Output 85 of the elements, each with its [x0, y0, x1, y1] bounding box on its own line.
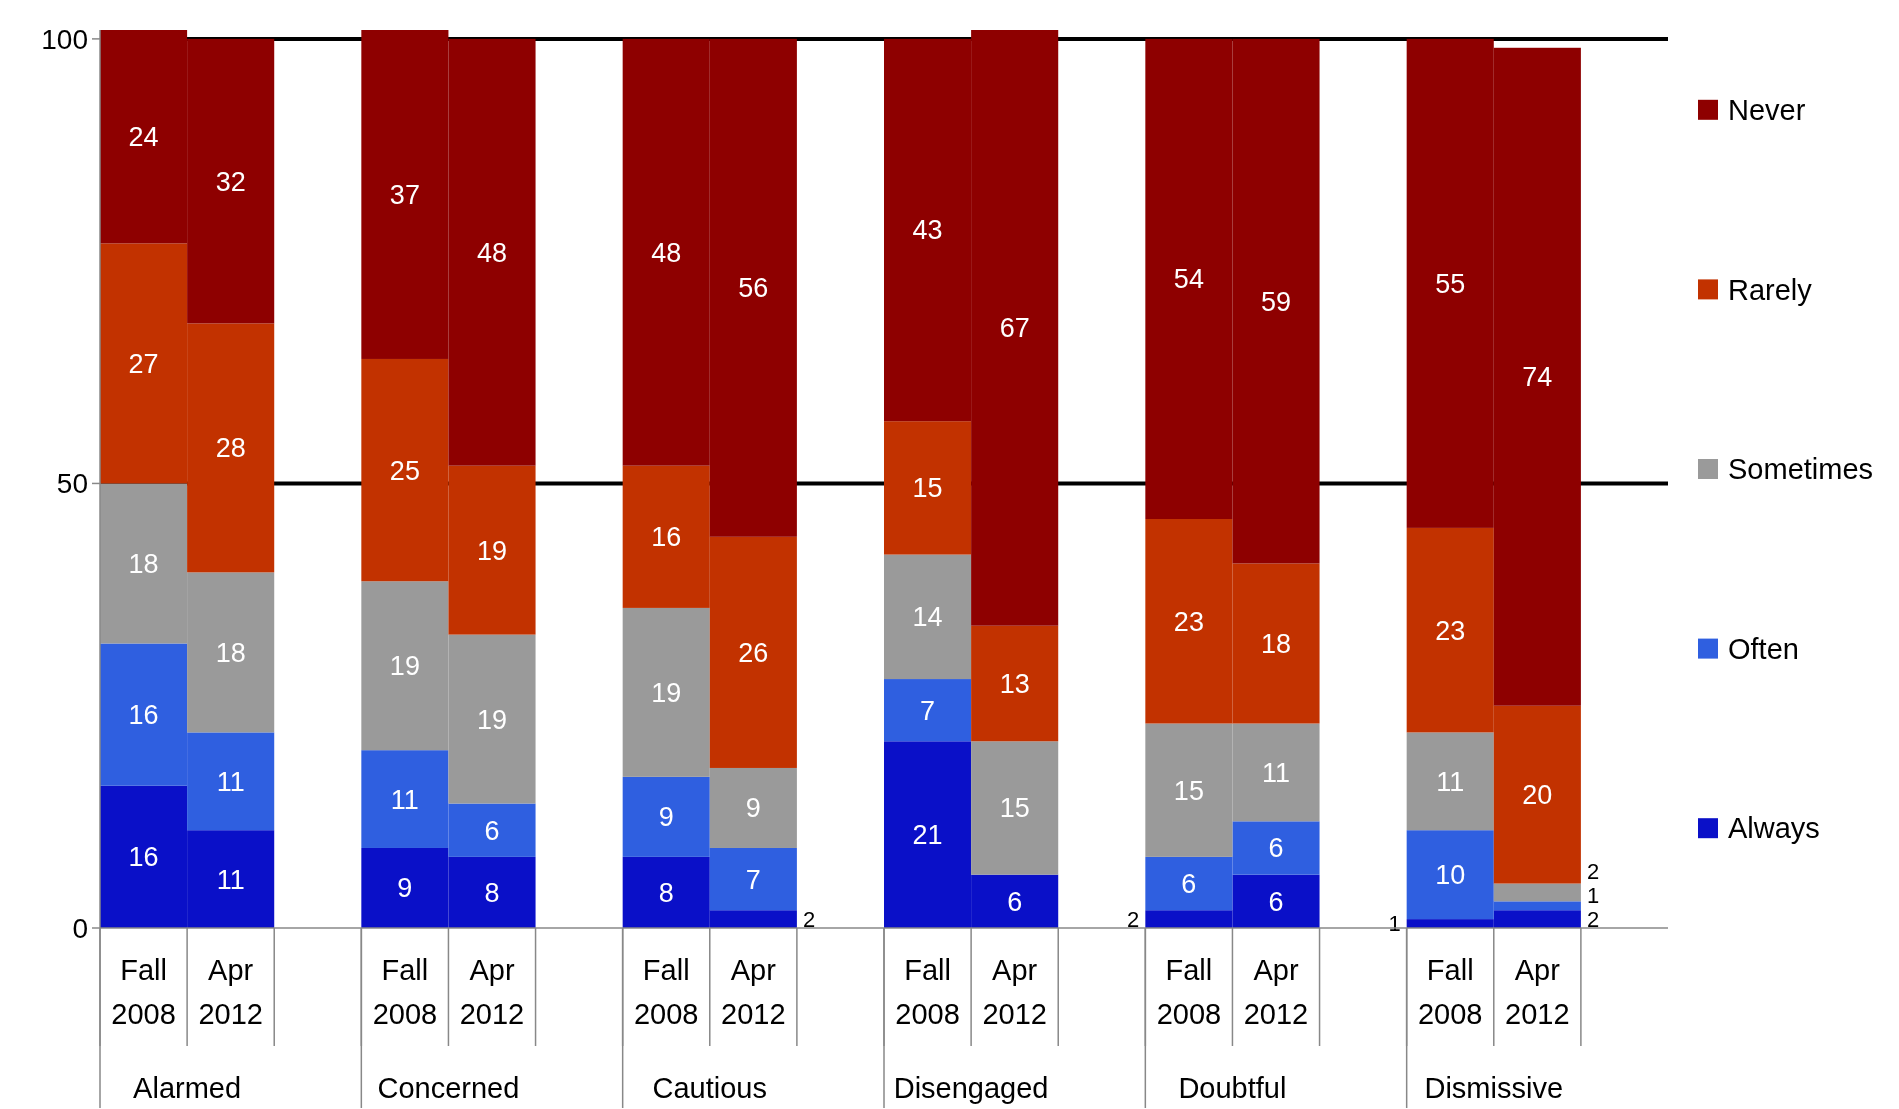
data-label: 16 [128, 700, 159, 731]
data-label: 48 [476, 237, 508, 268]
x-tick-label: Fall 2008 [372, 954, 438, 1030]
legend-label: Rarely [1728, 273, 1813, 306]
x-tick-label: Fall 2008 [895, 954, 960, 1030]
data-label: 15 [999, 793, 1030, 824]
data-label: 1 [1586, 882, 1600, 908]
data-label: 8 [484, 877, 500, 908]
x-tick-label: Apr 2012 [982, 954, 1047, 1030]
legend-label: Sometimes [1728, 453, 1874, 486]
data-label: 14 [912, 602, 943, 633]
y-tick-label: 100 [41, 23, 88, 55]
data-label: 1 [1388, 911, 1401, 937]
data-label: 15 [1173, 775, 1204, 806]
y-tick-label: 0 [72, 912, 88, 944]
data-label: 6 [1268, 886, 1284, 917]
data-label: 37 [389, 179, 420, 210]
data-label: 20 [1522, 780, 1553, 811]
data-label: 54 [1173, 264, 1204, 295]
data-label: 59 [1260, 286, 1292, 317]
data-label: 15 [912, 473, 943, 504]
x-tick-label: Fall 2008 [1156, 954, 1222, 1030]
data-label: 9 [745, 793, 761, 824]
data-label: 7 [920, 695, 936, 726]
text: Disengaged [893, 1072, 1049, 1104]
text: Cautious [652, 1072, 768, 1104]
data-label: 11 [1261, 757, 1291, 788]
x-tick-label: Apr 2012 [459, 954, 525, 1030]
data-label: 67 [999, 313, 1030, 344]
x-tick-label: Fall 2008 [633, 954, 699, 1030]
data-label: 48 [651, 237, 682, 268]
text: Doubtful [1178, 1072, 1287, 1104]
data-label: 11 [390, 784, 419, 815]
data-label: 18 [1260, 628, 1292, 659]
data-label: 18 [215, 637, 246, 668]
data-label: 23 [1435, 615, 1466, 646]
data-label: 23 [1173, 606, 1204, 637]
data-label: 26 [738, 637, 769, 668]
text: Concerned [377, 1072, 520, 1104]
legend-label: Never [1728, 93, 1806, 126]
data-label: 25 [389, 455, 420, 486]
data-label: 19 [476, 704, 508, 735]
data-label: 43 [912, 215, 943, 246]
data-label: 8 [658, 877, 674, 908]
data-label: 9 [397, 873, 413, 904]
data-label: 21 [912, 820, 943, 851]
data-label: 56 [738, 273, 769, 304]
x-tick-label: Apr 2012 [198, 954, 263, 1030]
data-label: 2 [1127, 906, 1140, 932]
data-label: 74 [1522, 362, 1553, 393]
data-label: 16 [128, 842, 159, 873]
legend-label: Often [1728, 632, 1799, 665]
data-label: 24 [128, 122, 159, 153]
x-tick-label: Apr 2012 [721, 954, 786, 1030]
x-tick-label: Apr 2012 [1243, 954, 1309, 1030]
x-tick-label: Fall 2008 [111, 954, 176, 1030]
data-label: 11 [1436, 766, 1465, 797]
data-label: 18 [128, 548, 159, 579]
data-label: 28 [215, 433, 246, 464]
data-label: 19 [476, 535, 508, 566]
data-label: 6 [1268, 833, 1284, 864]
text: Alarmed [133, 1072, 242, 1104]
data-label: 19 [389, 651, 420, 682]
data-label: 6 [484, 815, 500, 846]
data-label: 55 [1435, 268, 1466, 299]
text: Dismissive [1424, 1072, 1564, 1104]
legend-label: Always [1728, 812, 1820, 845]
data-label: 6 [1181, 868, 1197, 899]
data-label: 6 [1007, 886, 1023, 917]
data-label: 13 [999, 668, 1030, 699]
data-label: 11 [216, 766, 245, 797]
data-label: 32 [215, 166, 246, 197]
y-tick-label: 50 [56, 468, 88, 500]
data-label: 2 [802, 906, 816, 932]
data-label: 11 [216, 864, 245, 895]
data-label: 2 [1586, 906, 1600, 932]
x-tick-label: Fall 2008 [1417, 954, 1483, 1030]
data-label: 16 [651, 522, 682, 553]
data-label: 7 [745, 864, 761, 895]
x-tick-label: Apr 2012 [1505, 954, 1570, 1030]
data-label: 9 [658, 802, 674, 833]
data-label: 10 [1435, 860, 1466, 891]
data-label: 27 [128, 348, 159, 379]
data-label: 19 [651, 677, 682, 708]
data-label: 2 [1586, 858, 1600, 884]
